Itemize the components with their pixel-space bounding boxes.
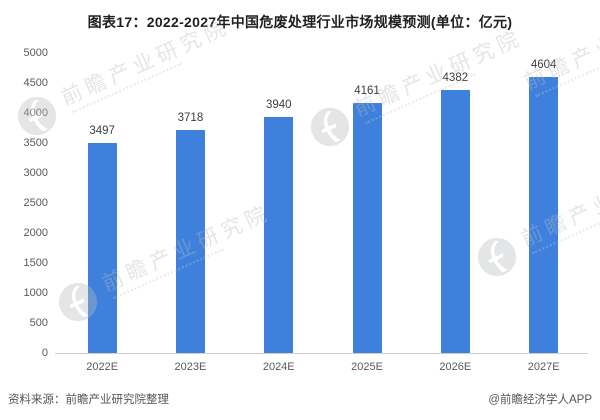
credit-note: @前瞻经济学人APP (488, 394, 592, 406)
footer: 资料来源：前瞻产业研究院整理 @前瞻经济学人APP (8, 391, 592, 407)
y-tick-label: 3500 (23, 137, 48, 149)
bar-value-label: 3718 (177, 111, 204, 124)
y-tick-label: 4000 (23, 107, 48, 119)
y-tick-label: 500 (29, 317, 48, 329)
y-tick-label: 2000 (23, 227, 48, 239)
y-tick-label: 4500 (23, 77, 48, 89)
y-tick-label: 2500 (23, 197, 48, 209)
x-tick-label: 2022E (86, 361, 119, 373)
y-tick-label: 1500 (23, 257, 48, 269)
source-note: 资料来源：前瞻产业研究院整理 (8, 394, 169, 406)
bar-value-label: 3940 (265, 98, 292, 111)
x-tick-label: 2024E (262, 361, 295, 373)
x-tick-label: 2027E (527, 361, 560, 373)
x-tick-label: 2023E (174, 361, 207, 373)
x-tick-label: 2026E (439, 361, 472, 373)
bar-value-label: 4382 (442, 72, 469, 85)
y-tick-label: 0 (41, 347, 48, 359)
x-axis-line (55, 353, 588, 354)
bar (264, 116, 294, 353)
x-tick-label: 2025E (351, 361, 383, 373)
y-tick-label: 1000 (23, 287, 48, 299)
bar-value-label: 3497 (89, 125, 115, 138)
bar-value-label: 4161 (354, 85, 380, 98)
bar-value-label: 4604 (530, 58, 557, 71)
chart-title: 图表17：2022-2027年中国危废处理行业市场规模预测(单位：亿元) (87, 14, 513, 30)
bar (440, 90, 470, 353)
bar (87, 143, 117, 353)
y-tick-label: 5000 (23, 47, 48, 59)
bar (529, 76, 559, 353)
bar (175, 129, 205, 353)
y-tick-label: 3000 (23, 167, 48, 179)
bar (352, 103, 382, 353)
